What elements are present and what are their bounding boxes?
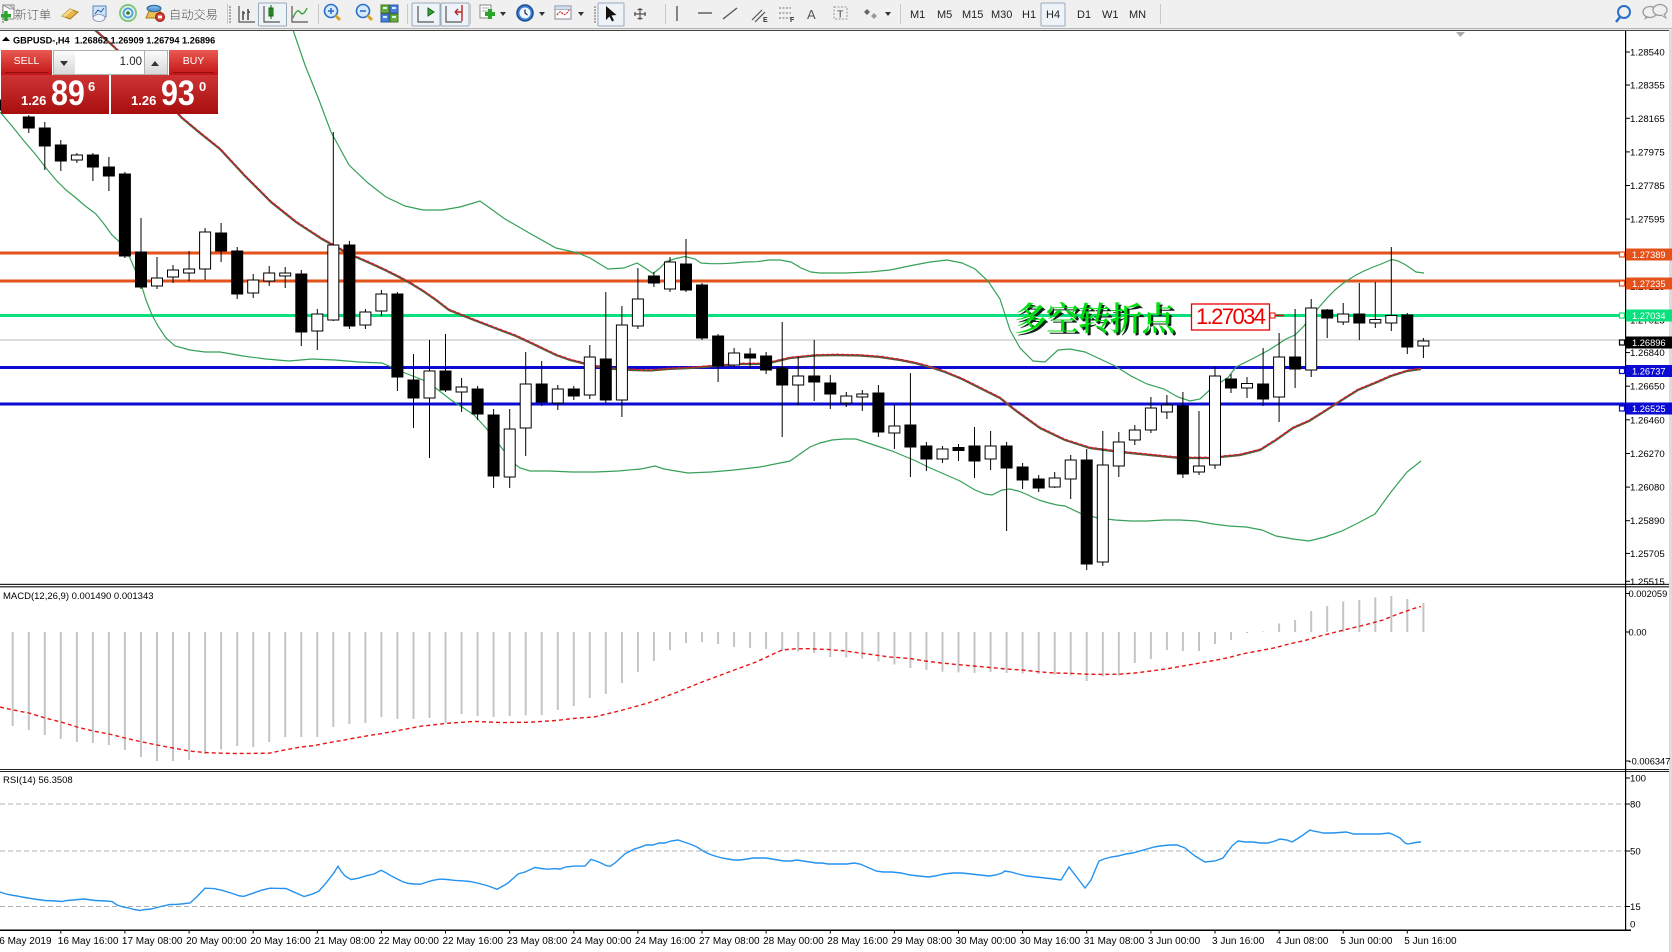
svg-text:27 May 08:00: 27 May 08:00 [699, 936, 760, 947]
svg-text:0.002059: 0.002059 [1629, 589, 1668, 599]
svg-text:D1: D1 [1077, 9, 1091, 21]
svg-text:3 Jun 16:00: 3 Jun 16:00 [1212, 936, 1265, 947]
svg-text:F: F [790, 17, 795, 24]
svg-text:100: 100 [1630, 774, 1646, 785]
svg-text:1.26525: 1.26525 [1632, 404, 1666, 414]
svg-text:22 May 16:00: 22 May 16:00 [443, 936, 504, 947]
svg-text:1.26460: 1.26460 [1630, 415, 1665, 426]
svg-text:5 Jun 16:00: 5 Jun 16:00 [1404, 936, 1457, 947]
svg-text:M15: M15 [962, 9, 983, 21]
svg-text:1.27235: 1.27235 [1632, 279, 1666, 289]
svg-text:1.26650: 1.26650 [1630, 382, 1665, 393]
svg-text:15: 15 [1630, 902, 1641, 913]
svg-text:0.00: 0.00 [1629, 628, 1647, 638]
svg-text:1.28355: 1.28355 [1630, 81, 1665, 92]
svg-text:21 May 08:00: 21 May 08:00 [314, 936, 375, 947]
svg-text:1.27034: 1.27034 [1196, 304, 1266, 329]
svg-text:20 May 00:00: 20 May 00:00 [186, 936, 247, 947]
svg-text:1.27034: 1.27034 [1632, 311, 1666, 321]
svg-text:5 Jun 00:00: 5 Jun 00:00 [1340, 936, 1393, 947]
svg-text:1.25890: 1.25890 [1630, 516, 1665, 527]
svg-text:MACD(12,26,9) 0.001490 0.00134: MACD(12,26,9) 0.001490 0.001343 [3, 591, 154, 602]
svg-text:1.25515: 1.25515 [1630, 577, 1665, 588]
svg-text:31 May 08:00: 31 May 08:00 [1084, 936, 1145, 947]
svg-text:17 May 08:00: 17 May 08:00 [122, 936, 183, 947]
svg-text:28 May 16:00: 28 May 16:00 [827, 936, 888, 947]
svg-text:1.26737: 1.26737 [1632, 366, 1666, 376]
svg-text:28 May 00:00: 28 May 00:00 [763, 936, 824, 947]
svg-text:A: A [807, 7, 816, 22]
svg-text:M1: M1 [910, 9, 925, 21]
svg-text:H4: H4 [1046, 9, 1060, 21]
svg-text:23 May 08:00: 23 May 08:00 [507, 936, 568, 947]
svg-text:M5: M5 [937, 9, 952, 21]
svg-text:20 May 16:00: 20 May 16:00 [250, 936, 311, 947]
svg-text:1.26080: 1.26080 [1630, 483, 1665, 494]
svg-text:4 Jun 08:00: 4 Jun 08:00 [1276, 936, 1329, 947]
svg-text:1.26896: 1.26896 [1632, 338, 1666, 348]
svg-text:1.25705: 1.25705 [1630, 549, 1665, 560]
svg-text:GBPUSD-,H4 1.26862 1.26909 1.: GBPUSD-,H4 1.26862 1.26909 1.26794 1.268… [13, 36, 215, 46]
svg-text:80: 80 [1630, 800, 1641, 811]
svg-text:24 May 00:00: 24 May 00:00 [571, 936, 632, 947]
svg-text:50: 50 [1630, 847, 1641, 858]
svg-text:1.28165: 1.28165 [1630, 114, 1665, 125]
svg-text:H1: H1 [1022, 9, 1036, 21]
svg-text:1.27975: 1.27975 [1630, 147, 1665, 158]
svg-text:1.26840: 1.26840 [1630, 348, 1665, 359]
svg-text:1.26270: 1.26270 [1630, 449, 1665, 460]
svg-text:M30: M30 [991, 9, 1012, 21]
svg-text:RSI(14) 56.3508: RSI(14) 56.3508 [3, 775, 73, 786]
svg-text:1.28540: 1.28540 [1630, 48, 1665, 59]
svg-text:1.27595: 1.27595 [1630, 215, 1665, 226]
svg-text:0: 0 [1630, 920, 1635, 931]
svg-text:16 May 16:00: 16 May 16:00 [58, 936, 119, 947]
svg-text:30 May 00:00: 30 May 00:00 [956, 936, 1017, 947]
svg-text:24 May 16:00: 24 May 16:00 [635, 936, 696, 947]
svg-text:MN: MN [1129, 9, 1146, 21]
svg-text:1.27785: 1.27785 [1630, 181, 1665, 192]
svg-text:T: T [837, 9, 844, 21]
svg-text:-0.006347: -0.006347 [1629, 757, 1671, 767]
svg-text:30 May 16:00: 30 May 16:00 [1020, 936, 1081, 947]
svg-text:22 May 00:00: 22 May 00:00 [378, 936, 439, 947]
svg-text:16 May 2019: 16 May 2019 [0, 936, 52, 947]
svg-text:E: E [763, 17, 768, 24]
svg-text:W1: W1 [1102, 9, 1119, 21]
svg-text:29 May 08:00: 29 May 08:00 [891, 936, 952, 947]
svg-text:1.27389: 1.27389 [1632, 250, 1666, 260]
svg-text:3 Jun 00:00: 3 Jun 00:00 [1148, 936, 1201, 947]
